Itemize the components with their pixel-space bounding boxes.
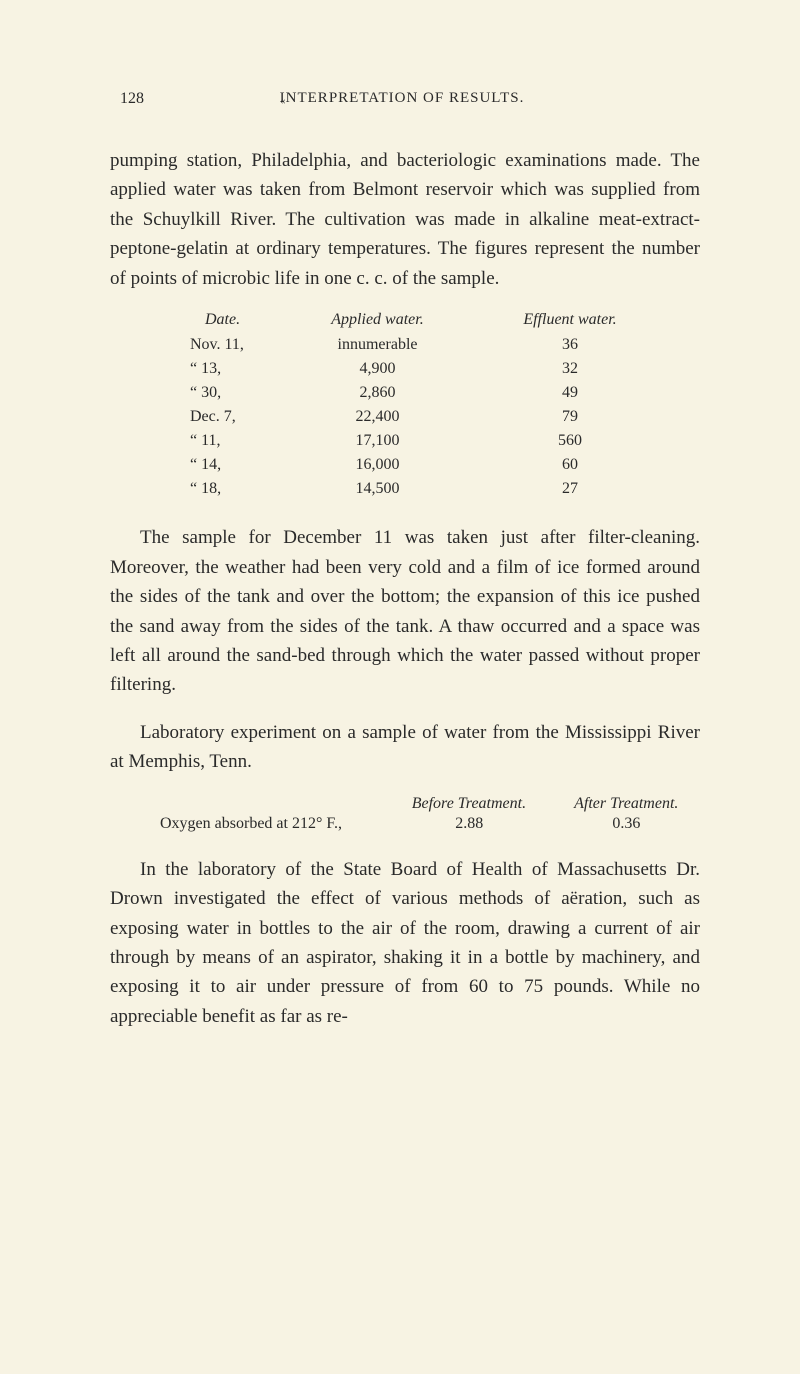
header-spacer [660,90,690,108]
table-row: “ 18, 14,500 27 [110,477,700,501]
cell-effluent: 560 [480,429,660,453]
table-row: Oxygen absorbed at 212° F., 2.88 0.36 [110,815,700,833]
cell-applied: 2,860 [275,381,480,405]
cell-effluent: 36 [480,333,660,357]
row-label: Oxygen absorbed at 212° F., [110,815,386,833]
cell-date: “ 13, [110,357,275,381]
cell-applied: 17,100 [275,429,480,453]
cell-effluent: 49 [480,381,660,405]
spacer [110,795,385,813]
water-table: Date. Applied water. Effluent water. Nov… [110,311,700,501]
page-number: 128 [120,90,144,108]
cell-applied: innumerable [275,333,480,357]
cell-applied: 16,000 [275,453,480,477]
column-header-effluent: Effluent water. [480,311,660,329]
paragraph-2: The sample for December 11 was taken jus… [110,523,700,700]
paragraph-3: Laboratory experiment on a sample of wat… [110,718,700,777]
paragraph-4: In the laboratory of the State Board of … [110,855,700,1032]
cell-effluent: 79 [480,405,660,429]
table-row: “ 11, 17,100 560 [110,429,700,453]
column-header-date: Date. [110,311,275,329]
cell-effluent: 60 [480,453,660,477]
table-row: Dec. 7, 22,400 79 [110,405,700,429]
table-row: Before Treatment. After Treatment. [110,795,700,813]
page-marker: « [280,95,286,107]
table-row: “ 14, 16,000 60 [110,453,700,477]
cell-date: “ 11, [110,429,275,453]
cell-effluent: 32 [480,357,660,381]
cell-after: 0.36 [553,815,700,833]
cell-date: “ 14, [110,453,275,477]
cell-date: Nov. 11, [110,333,275,357]
column-header-applied: Applied water. [275,311,480,329]
table-row: “ 13, 4,900 32 [110,357,700,381]
cell-applied: 4,900 [275,357,480,381]
cell-date: “ 18, [110,477,275,501]
cell-effluent: 27 [480,477,660,501]
column-header-after: After Treatment. [553,795,701,813]
cell-before: 2.88 [386,815,553,833]
table-row: Date. Applied water. Effluent water. [110,311,700,329]
page-header: 128 INTERPRETATION OF RESULTS. [110,90,700,108]
cell-date: “ 30, [110,381,275,405]
table-row: “ 30, 2,860 49 [110,381,700,405]
cell-date: Dec. 7, [110,405,275,429]
column-header-before: Before Treatment. [385,795,552,813]
table-row: Nov. 11, innumerable 36 [110,333,700,357]
paragraph-1: pumping station, Philadelphia, and bacte… [110,146,700,293]
running-head: INTERPRETATION OF RESULTS. [280,90,525,108]
cell-applied: 22,400 [275,405,480,429]
cell-applied: 14,500 [275,477,480,501]
oxygen-table: Before Treatment. After Treatment. Oxyge… [110,795,700,833]
